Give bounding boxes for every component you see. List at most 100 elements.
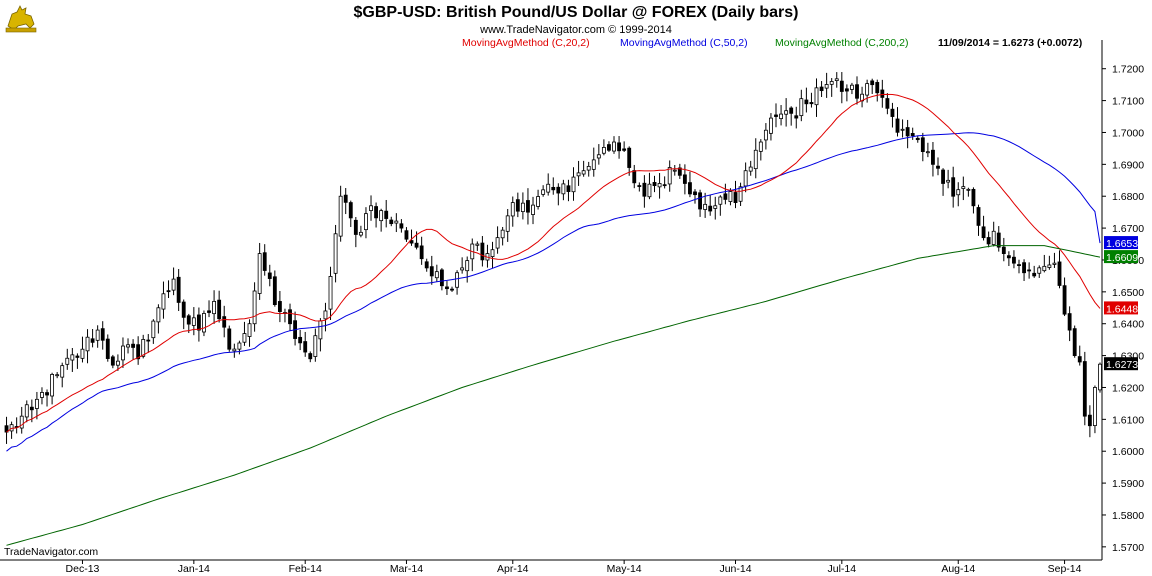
candle [1062,277,1067,317]
candle [601,139,606,156]
candle [374,202,379,228]
candle [556,183,561,206]
candle [860,86,864,108]
x-tick-label: Feb-14 [289,563,322,575]
candle [1047,255,1052,270]
candle [267,264,272,287]
candle [612,136,616,154]
candle [925,142,930,158]
candle [946,169,951,189]
legend-ma200: MovingAvgMethod (C,200,2) [775,37,908,49]
ma50-line [6,132,1101,452]
y-tick-label: 1.5800 [1112,510,1144,522]
svg-text:1.6653: 1.6653 [1106,238,1138,250]
candle [136,336,141,365]
candle [596,144,601,165]
candle [293,311,298,346]
candle [166,280,171,299]
candle [222,305,227,338]
candle [1057,250,1062,289]
candle [526,188,530,225]
candle [217,290,222,323]
candle [500,226,505,246]
candle [4,416,9,444]
candle [652,175,657,193]
candle [404,227,409,242]
candle [9,421,14,439]
candle [586,161,591,177]
x-tick-label: Sep-14 [1048,563,1082,575]
svg-text:1.6448: 1.6448 [1106,303,1138,315]
candle [369,195,373,221]
candle [637,182,642,192]
candle [450,286,454,292]
last-value-info: 11/09/2014 = 1.6273 (+0.0072) [938,37,1082,49]
candle [186,313,191,334]
y-tick-label: 1.7100 [1112,96,1144,108]
candle [839,72,844,104]
candle [698,189,702,217]
candle [115,354,120,371]
candle [303,331,308,357]
candle [875,79,880,102]
chart-subtitle: www.TradeNavigator.com © 1999-2014 [479,24,672,36]
candle [1093,385,1097,434]
candle [34,391,39,420]
candle [207,300,211,318]
candle [237,340,242,355]
candle [505,209,510,242]
y-tick-label: 1.6200 [1112,382,1144,394]
bull-logo-icon [5,5,37,33]
candle [485,244,490,268]
candle [870,78,875,94]
candle [536,189,540,210]
x-tick-label: Apr-14 [497,563,529,575]
x-tick-label: May-14 [607,563,642,575]
candle [941,168,945,196]
candle [642,175,647,208]
candle [774,103,778,128]
candle [176,269,181,312]
candle [100,321,105,350]
candle [708,194,713,216]
candle [996,226,1001,252]
candle [900,119,905,138]
candle [769,113,773,141]
y-tick-label: 1.5700 [1112,542,1144,554]
candle [531,196,535,225]
y-tick-label: 1.6500 [1112,287,1144,299]
candle [804,87,809,113]
candle [475,241,480,251]
candle [880,79,885,108]
svg-text:1.6273: 1.6273 [1106,359,1138,371]
chart-title: $GBP-USD: British Pound/US Dollar @ FORE… [354,4,799,21]
y-tick-label: 1.7200 [1112,64,1144,76]
x-tick-label: Jan-14 [178,563,210,575]
candle [70,347,75,372]
candle [915,135,920,143]
candle [181,299,186,330]
candle [865,79,870,103]
ma200-line [6,245,1101,546]
candle [784,98,789,127]
candle [429,255,434,285]
candle [171,267,176,296]
candle [607,141,611,152]
legend-ma50: MovingAvgMethod (C,50,2) [620,37,748,49]
candle [1052,252,1057,268]
candle [40,387,44,405]
x-tick-label: Jun-14 [719,563,751,575]
price-tag-ma200: 1.6609 [1104,250,1138,264]
candle [824,72,829,98]
candle [161,281,166,319]
candle [212,290,217,324]
candle [277,290,282,323]
candle [814,78,819,117]
candle [966,187,971,197]
candle [693,189,697,204]
candle [799,89,804,122]
candle [667,160,672,192]
candle [202,310,206,337]
legend-ma20: MovingAvgMethod (C,20,2) [462,37,590,49]
candle [920,132,925,162]
